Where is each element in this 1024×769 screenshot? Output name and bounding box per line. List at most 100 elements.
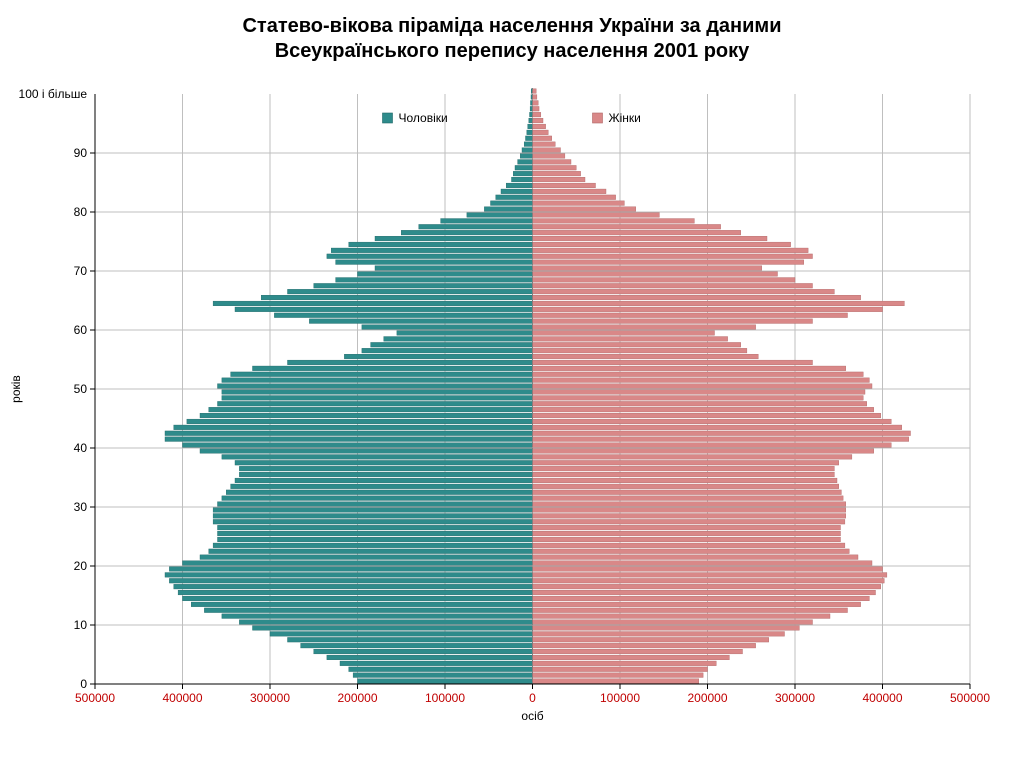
female-bar [533, 313, 848, 318]
female-bar [533, 632, 785, 637]
male-bar [218, 401, 533, 406]
female-bar [533, 148, 561, 153]
male-bar [384, 337, 533, 342]
female-bar [533, 590, 876, 595]
female-bar [533, 643, 756, 648]
female-bar [533, 466, 835, 471]
male-bar [235, 307, 533, 312]
female-bar [533, 519, 845, 524]
male-bar [513, 171, 532, 176]
female-bar [533, 213, 660, 218]
y-tick-label: 10 [74, 618, 88, 632]
female-bar [533, 201, 625, 206]
female-bar [533, 348, 747, 353]
male-bar [515, 165, 533, 170]
legend-male-label: Чоловіки [399, 111, 448, 125]
male-bar [288, 360, 533, 365]
female-bar [533, 154, 565, 159]
female-bar [533, 455, 852, 460]
female-bar [533, 649, 743, 654]
male-bar [239, 472, 532, 477]
female-bar [533, 419, 892, 424]
female-bar [533, 460, 839, 465]
x-tick-label: 200000 [687, 691, 727, 705]
female-bar [533, 425, 902, 430]
female-bar [533, 112, 541, 117]
x-tick-label: 100000 [425, 691, 465, 705]
male-bar [239, 466, 532, 471]
female-bar [533, 248, 809, 253]
female-bar [533, 325, 756, 330]
x-tick-label: 200000 [337, 691, 377, 705]
y-tick-label: 40 [74, 441, 88, 455]
female-bar [533, 514, 846, 519]
male-bar [200, 555, 533, 560]
male-bar [213, 508, 532, 513]
male-bar [340, 661, 533, 666]
female-bar [533, 596, 870, 601]
male-bar [183, 596, 533, 601]
female-bar [533, 413, 881, 418]
female-bar [533, 272, 778, 277]
female-bar [533, 266, 762, 271]
male-bar [222, 455, 533, 460]
female-bar [533, 478, 838, 483]
male-bar [187, 419, 533, 424]
male-bar [213, 519, 532, 524]
female-bar [533, 549, 850, 554]
male-bar [371, 342, 533, 347]
y-top-label: 100 і більше [19, 87, 88, 101]
female-bar [533, 89, 537, 94]
male-bar [222, 496, 533, 501]
female-bar [533, 331, 715, 336]
female-bar [533, 219, 695, 224]
female-bar [533, 289, 835, 294]
male-bar [222, 396, 533, 401]
female-bar [533, 673, 704, 678]
female-bar [533, 443, 892, 448]
female-bar [533, 608, 848, 613]
female-bar [533, 337, 728, 342]
x-tick-label: 500000 [75, 691, 115, 705]
female-bar [533, 260, 804, 265]
male-bar [353, 673, 532, 678]
female-bar [533, 130, 549, 135]
female-bar [533, 573, 887, 578]
male-bar [362, 348, 533, 353]
male-bar [165, 437, 533, 442]
male-bar [327, 655, 533, 660]
female-bar [533, 431, 911, 436]
male-bar [222, 390, 533, 395]
legend-male-swatch [383, 113, 393, 123]
male-bar [522, 148, 533, 153]
female-bar [533, 177, 586, 182]
male-bar [309, 319, 532, 324]
male-bar [231, 372, 533, 377]
female-bar [533, 578, 885, 583]
female-bar [533, 525, 841, 530]
x-tick-label: 100000 [600, 691, 640, 705]
y-tick-label: 50 [74, 382, 88, 396]
female-bar [533, 561, 873, 566]
male-bar [288, 289, 533, 294]
male-bar [501, 189, 533, 194]
male-bar [218, 384, 533, 389]
x-tick-label: 0 [529, 691, 536, 705]
y-axis-label: років [9, 375, 23, 403]
female-bar [533, 106, 540, 111]
x-tick-label: 300000 [775, 691, 815, 705]
x-tick-label: 500000 [950, 691, 990, 705]
female-bar [533, 254, 813, 259]
male-bar [419, 224, 533, 229]
male-bar [288, 637, 533, 642]
female-bar [533, 378, 870, 383]
male-bar [200, 413, 533, 418]
title-line-2: Всеукраїнського перепису населення 2001 … [275, 40, 750, 62]
female-bar [533, 242, 791, 247]
male-bar [301, 643, 533, 648]
male-bar [174, 425, 533, 430]
female-bar [533, 401, 867, 406]
male-bar [218, 531, 533, 536]
male-bar [441, 219, 533, 224]
male-bar [344, 354, 532, 359]
